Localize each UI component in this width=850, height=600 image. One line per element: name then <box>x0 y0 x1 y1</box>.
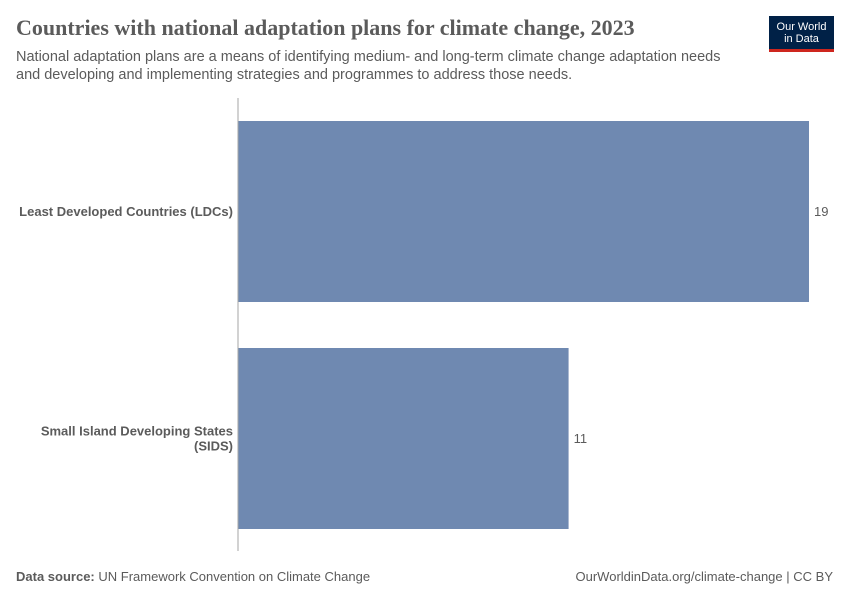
bar <box>238 121 809 302</box>
data-source: Data source: UN Framework Convention on … <box>16 569 370 585</box>
site-link[interactable]: OurWorldinData.org/climate-change <box>575 569 783 584</box>
bar-value-label: 11 <box>574 431 588 446</box>
footer-attribution: OurWorldinData.org/climate-change | CC B… <box>576 569 833 585</box>
license-text: | CC BY <box>786 569 833 584</box>
logo-line-1: Our World <box>776 20 827 33</box>
bar-value-label: 19 <box>814 204 828 219</box>
category-label: (SIDS) <box>194 439 233 454</box>
data-source-label: Data source: <box>16 569 95 584</box>
logo-line-2: in Data <box>784 32 819 45</box>
data-source-text: UN Framework Convention on Climate Chang… <box>98 569 371 584</box>
chart-title: Countries with national adaptation plans… <box>16 15 635 40</box>
category-label: Least Developed Countries (LDCs) <box>19 204 233 219</box>
chart-subtitle: National adaptation plans are a means of… <box>16 49 721 83</box>
owid-logo[interactable]: Our World in Data <box>769 16 834 52</box>
category-label: Small Island Developing States <box>41 424 233 439</box>
bar <box>238 348 569 529</box>
